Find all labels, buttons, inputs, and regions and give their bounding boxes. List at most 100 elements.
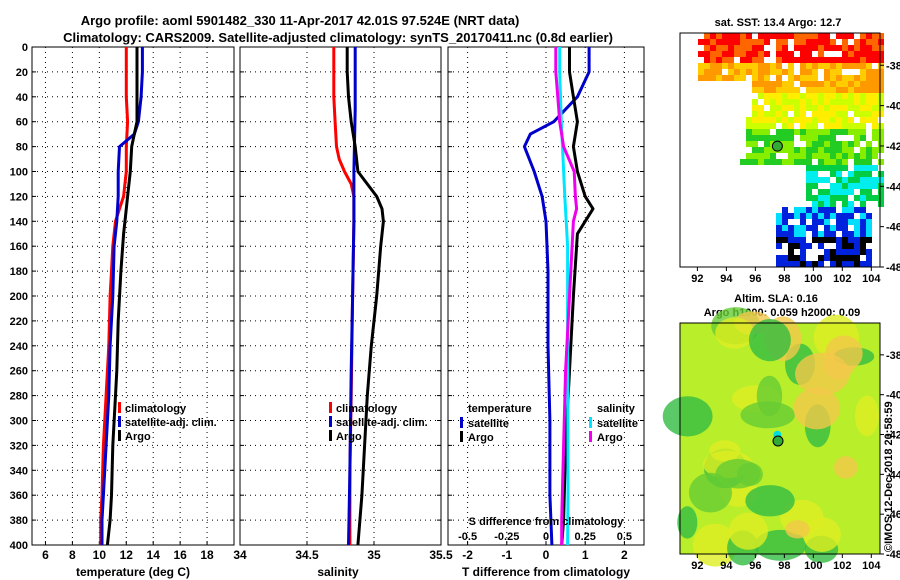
sst-map-cell — [812, 99, 818, 105]
sst-map-cell — [836, 105, 842, 111]
sst-map-cell — [872, 75, 878, 81]
sst-map-cell — [836, 255, 842, 261]
sst-map-cell — [788, 243, 794, 249]
sst-map-cell — [830, 171, 836, 177]
sst-map-cell — [848, 75, 854, 81]
sst-map-cell — [842, 201, 848, 207]
imos-watermark: ©IMOS 12-Dec-2018 20:58:59 — [883, 401, 895, 552]
legend-swatch-argo — [118, 430, 121, 441]
map-y-tick-label: -42 — [886, 430, 900, 442]
sst-map-cell — [782, 69, 788, 75]
sst-map-cell — [824, 201, 830, 207]
sst-map-cell — [752, 57, 758, 63]
sst-map-cell — [806, 81, 812, 87]
legend-swatch-s-argo — [589, 431, 592, 442]
sst-map-cell — [830, 63, 836, 69]
sst-map-cell — [848, 153, 854, 159]
sst-map-cell — [860, 45, 866, 51]
sst-map-cell — [836, 69, 842, 75]
sst-map-cell — [830, 123, 836, 129]
sst-map-cell — [698, 69, 704, 75]
sst-map-cell — [788, 237, 794, 243]
sst-map-cell — [830, 69, 836, 75]
sst-map-cell — [806, 129, 812, 135]
x-tick-label: 0 — [543, 548, 550, 562]
series-line-s-argo — [554, 47, 579, 545]
sst-map-cell — [872, 135, 878, 141]
sst-map-cell — [800, 207, 806, 213]
sst-map-cell — [860, 51, 866, 57]
sst-map-cell — [812, 45, 818, 51]
legend-swatch-climatology — [118, 402, 121, 413]
sst-map-cell — [818, 189, 824, 195]
sst-map-cell — [812, 57, 818, 63]
sst-map-cell — [752, 69, 758, 75]
sst-map-cell — [794, 117, 800, 123]
sst-map-cell — [776, 219, 782, 225]
x-tick-label: -1 — [501, 548, 512, 562]
sst-map-cell — [872, 99, 878, 105]
legend-swatch-t-satellite — [460, 417, 463, 428]
x-tick-label: 34.5 — [295, 548, 319, 562]
sst-map-cell — [752, 141, 758, 147]
sst-map-cell — [836, 243, 842, 249]
sst-map-cell — [788, 141, 794, 147]
sst-map-cell — [764, 117, 770, 123]
sst-map-cell — [818, 117, 824, 123]
sst-map-cell — [782, 51, 788, 57]
sst-map-cell — [710, 39, 716, 45]
sst-map-cell — [788, 63, 794, 69]
sst-map-cell — [734, 45, 740, 51]
sst-map-cell — [818, 147, 824, 153]
sst-map-cell — [776, 243, 782, 249]
sst-map-cell — [806, 69, 812, 75]
sst-map-cell — [788, 153, 794, 159]
sst-map-cell — [824, 153, 830, 159]
sst-map-cell — [752, 87, 758, 93]
s-difference-tick-label: -0.5 — [458, 531, 477, 543]
sla-map-anomaly-patch — [662, 396, 713, 437]
y-tick-label: 240 — [10, 341, 28, 353]
sst-map-cell — [854, 261, 860, 267]
map-y-tick-label: -40 — [886, 390, 900, 402]
sst-map-cell — [842, 33, 848, 39]
sst-map-cell — [860, 231, 866, 237]
map-x-tick-label: 92 — [691, 560, 703, 572]
sst-map-cell — [824, 165, 830, 171]
legend-label-satellite: satellite-adj. clim. — [336, 417, 428, 429]
sst-map-cell — [836, 45, 842, 51]
sst-map-cell — [830, 117, 836, 123]
sst-map-cell — [758, 129, 764, 135]
sst-map-cell — [854, 45, 860, 51]
sst-map-cell — [848, 213, 854, 219]
sla-map-anomaly-patch — [802, 517, 841, 553]
sst-map-cell — [830, 159, 836, 165]
sst-map-cell — [860, 201, 866, 207]
sst-map-cell — [818, 105, 824, 111]
sst-map-cell — [854, 93, 860, 99]
sst-map-cell — [824, 63, 830, 69]
sst-map-cell — [782, 81, 788, 87]
sst-map-cell — [704, 75, 710, 81]
sst-map-cell — [776, 255, 782, 261]
sst-map-cell — [818, 39, 824, 45]
sst-map-cell — [806, 51, 812, 57]
sst-map-cell — [746, 141, 752, 147]
sst-map-cell — [806, 63, 812, 69]
sla-map-frame — [679, 322, 881, 555]
sst-map-cell — [866, 147, 872, 153]
sla-map-anomaly-patch — [854, 395, 879, 437]
sst-map-cell — [866, 153, 872, 159]
sst-map-cell — [854, 237, 860, 243]
sst-map-cell — [800, 39, 806, 45]
sst-map-cell — [728, 45, 734, 51]
sst-map-cell — [818, 159, 824, 165]
sst-map-cell — [872, 51, 878, 57]
map-x-tick-label: 94 — [720, 273, 733, 285]
sst-map-cell — [812, 141, 818, 147]
sst-map-cell — [728, 39, 734, 45]
sst-map-cell — [806, 105, 812, 111]
sst-map-cell — [752, 117, 758, 123]
map-y-tick-label: -40 — [886, 101, 900, 113]
sst-map-cell — [830, 45, 836, 51]
